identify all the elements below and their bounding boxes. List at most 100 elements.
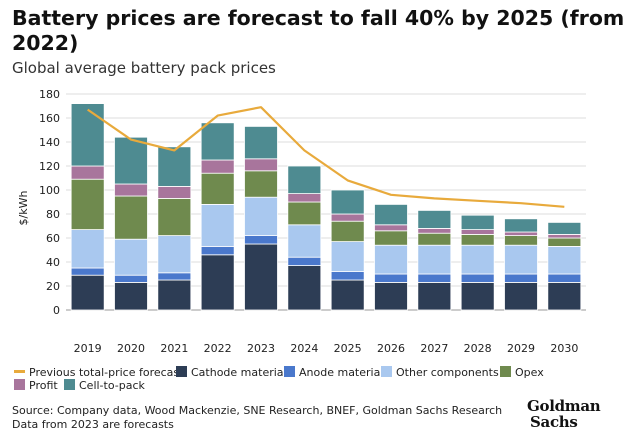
bar-segment-cell-to-pack-2028	[460, 214, 495, 230]
bar-segment-anode-material-2026	[374, 273, 408, 283]
x-tick-label: 2022	[204, 342, 232, 355]
y-tick-label: 100	[39, 184, 60, 197]
legend-swatch-other	[381, 366, 392, 377]
bar-segment-anode-material-2024	[287, 256, 322, 267]
bar-segment-other-components-2025	[330, 241, 365, 273]
bar-segment-profit-2020	[114, 183, 148, 197]
source-note: Source: Company data, Wood Mackenzie, SN…	[12, 404, 502, 432]
logo-line-1: Goldman	[527, 397, 601, 415]
legend-swatch-opex	[500, 366, 511, 377]
bar-segment-profit-2024	[287, 193, 322, 203]
bar-segment-cathode-material-2024	[287, 265, 322, 311]
legend-item-other: Other components	[381, 366, 499, 379]
bar-segment-cell-to-pack-2029	[504, 218, 538, 233]
bar-segment-cathode-material-2028	[460, 281, 495, 311]
bar-segment-cell-to-pack-2024	[287, 165, 322, 195]
bar-segment-anode-material-2027	[417, 273, 452, 283]
legend-item-anode: Anode material	[284, 366, 383, 379]
bar-segment-cathode-material-2029	[504, 281, 538, 311]
legend-label-cathode: Cathode material	[191, 366, 287, 379]
bar-segment-profit-2022	[200, 159, 235, 174]
bar-segment-cell-to-pack-2027	[417, 209, 452, 229]
bar-segment-cathode-material-2020	[114, 281, 148, 311]
bar-segment-anode-material-2019	[70, 267, 105, 276]
x-tick-label: 2027	[420, 342, 448, 355]
bar-segment-cathode-material-2025	[330, 279, 365, 311]
legend-label-profit: Profit	[29, 379, 58, 392]
bar-segment-cathode-material-2022	[200, 254, 235, 311]
stacked-bars	[70, 103, 582, 311]
bar-segment-cell-to-pack-2020	[114, 136, 148, 185]
x-tick-label: 2021	[160, 342, 188, 355]
y-axis-label: $/kWh	[17, 191, 30, 226]
bar-segment-cathode-material-2030	[547, 281, 582, 311]
legend-label-forecast: Previous total-price forecast	[29, 366, 184, 379]
x-tick-label: 2025	[334, 342, 362, 355]
bar-segment-other-components-2019	[70, 229, 105, 269]
bar-segment-cathode-material-2019	[70, 274, 105, 311]
y-tick-label: 60	[46, 232, 60, 245]
bar-segment-other-components-2027	[417, 244, 452, 275]
chart-title: Battery prices are forecast to fall 40% …	[12, 6, 625, 55]
bar-segment-anode-material-2030	[547, 273, 582, 283]
y-tick-label: 20	[46, 280, 60, 293]
bar-segment-opex-2030	[547, 237, 582, 247]
legend-item-opex: Opex	[500, 366, 544, 379]
source-line: Source: Company data, Wood Mackenzie, SN…	[12, 404, 503, 417]
bar-segment-cell-to-pack-2019	[70, 103, 105, 167]
bar-segment-opex-2019	[70, 178, 105, 230]
bar-segment-profit-2030	[547, 233, 582, 239]
bar-segment-cathode-material-2027	[417, 281, 452, 311]
goldman-sachs-logo: Goldman Sachs	[527, 397, 601, 430]
bar-segment-profit-2027	[417, 227, 452, 234]
forecast-note: Data from 2023 are forecasts	[12, 418, 174, 431]
legend-item-forecast: Previous total-price forecast	[14, 366, 183, 379]
bar-segment-cathode-material-2021	[157, 279, 192, 311]
bar-segment-cell-to-pack-2023	[244, 126, 278, 160]
bar-segment-cell-to-pack-2030	[547, 221, 582, 235]
legend-label-anode: Anode material	[299, 366, 384, 379]
x-tick-label: 2029	[507, 342, 535, 355]
bar-segment-anode-material-2021	[157, 272, 192, 281]
bar-segment-other-components-2026	[374, 244, 408, 275]
legend-item-profit: Profit	[14, 379, 58, 392]
bar-segment-other-components-2030	[547, 245, 582, 275]
bar-segment-profit-2028	[460, 229, 495, 235]
bar-segment-other-components-2021	[157, 235, 192, 274]
y-tick-label: 140	[39, 136, 60, 149]
legend-item-cell-to-pack: Cell-to-pack	[64, 379, 145, 392]
x-tick-label: 2020	[117, 342, 145, 355]
bar-segment-opex-2025	[330, 220, 365, 242]
bar-segment-other-components-2028	[460, 244, 495, 275]
bar-segment-cathode-material-2026	[374, 281, 408, 311]
bar-segment-cell-to-pack-2021	[157, 146, 192, 187]
x-tick-label: 2030	[550, 342, 578, 355]
y-tick-label: 160	[39, 112, 60, 125]
bar-segment-cathode-material-2023	[244, 243, 278, 311]
legend-swatch-forecast	[14, 370, 25, 373]
bar-segment-anode-material-2025	[330, 271, 365, 281]
x-axis-ticks: 2019 2020 2021 2022 2023 2024 2025 2026 2027 2028…	[74, 342, 579, 355]
bar-segment-anode-material-2029	[504, 273, 538, 283]
x-tick-label: 2019	[74, 342, 102, 355]
bar-segment-anode-material-2023	[244, 235, 278, 245]
y-tick-label: 180	[39, 88, 60, 101]
bar-segment-cell-to-pack-2022	[200, 122, 235, 161]
legend-swatch-cathode	[176, 366, 187, 377]
bar-segment-profit-2025	[330, 213, 365, 222]
y-tick-label: 0	[53, 304, 60, 317]
y-tick-label: 120	[39, 160, 60, 173]
bar-segment-cell-to-pack-2026	[374, 203, 408, 226]
legend-swatch-cell-to-pack	[64, 379, 75, 390]
y-tick-label: 40	[46, 256, 60, 269]
bar-segment-opex-2022	[200, 172, 235, 205]
bar-segment-opex-2024	[287, 201, 322, 226]
bar-segment-anode-material-2020	[114, 274, 148, 283]
bar-segment-anode-material-2022	[200, 245, 235, 256]
chart-subtitle: Global average battery pack prices	[12, 59, 276, 77]
bar-segment-opex-2026	[374, 230, 408, 246]
bar-segment-opex-2027	[417, 232, 452, 246]
previous-forecast-line	[87, 106, 565, 208]
bar-segment-cell-to-pack-2025	[330, 189, 365, 215]
legend-swatch-anode	[284, 366, 295, 377]
